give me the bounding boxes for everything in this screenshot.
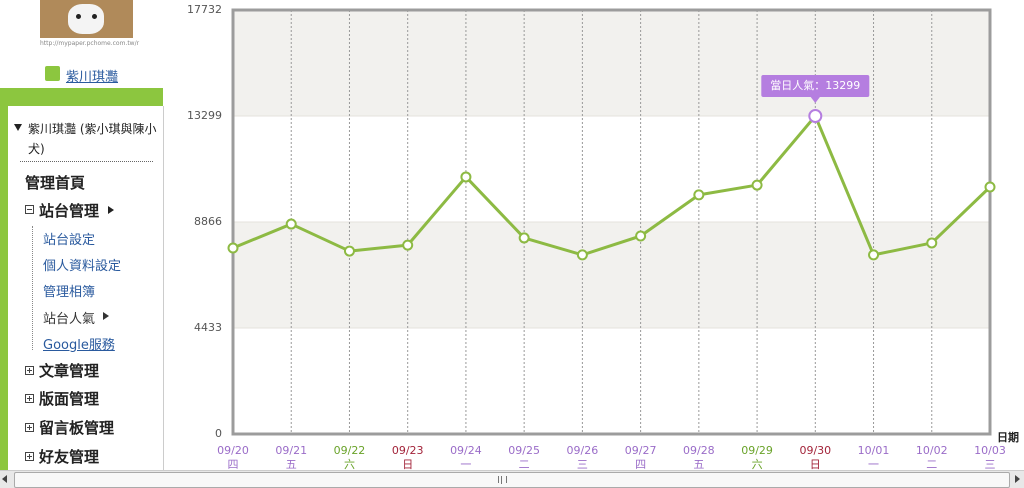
submenu-link[interactable]: 站台人氣 [43, 312, 96, 327]
y-tick-label: 8866 [194, 215, 222, 228]
x-tick-label: 09/22 [334, 444, 366, 457]
point [635, 230, 647, 242]
blog-title[interactable]: 紫川琪灩 (紫小琪與陳小犬) [28, 122, 157, 156]
menu-item[interactable]: 管理首頁 [25, 174, 86, 192]
tooltip-label: 當日人氣： [770, 78, 825, 92]
point [343, 245, 355, 257]
point [751, 179, 763, 191]
scroll-thumb[interactable] [14, 472, 1010, 488]
weekday-label: 一 [868, 458, 879, 470]
point [868, 249, 880, 261]
weekday-label: 日 [402, 458, 413, 470]
weekday-label: 二 [926, 458, 937, 470]
tooltip-arrow [810, 96, 821, 103]
weekday-label: 六 [752, 458, 763, 470]
point [576, 249, 588, 261]
weekday-label: 四 [635, 458, 646, 470]
weekday-label: 五 [693, 458, 704, 470]
point [926, 237, 938, 249]
chart: 044338866132991773209/20四09/21五09/22六09/… [187, 3, 1019, 470]
x-tick-label: 09/27 [625, 444, 657, 457]
plot-frame [231, 8, 992, 436]
collapse-icon[interactable] [25, 205, 34, 214]
user-icon [45, 66, 60, 81]
x-tick-label: 09/26 [567, 444, 599, 457]
submenu-link[interactable]: 個人資料設定 [43, 259, 122, 274]
series-line [232, 114, 992, 257]
x-tick-label: 09/30 [799, 444, 831, 457]
x-tick-label: 10/02 [916, 444, 948, 457]
point [693, 189, 705, 201]
x-tick-label: 09/24 [450, 444, 482, 457]
x-tick-label: 10/01 [858, 444, 890, 457]
point [460, 171, 472, 183]
expand-icon[interactable] [25, 452, 34, 461]
scroll-left[interactable] [2, 475, 7, 483]
x-tick-label: 09/29 [741, 444, 773, 457]
submenu-link[interactable]: 管理相簿 [43, 285, 96, 300]
weekday-label: 四 [228, 458, 239, 470]
weekday-label: 三 [985, 458, 996, 470]
weekday-label: 日 [810, 458, 821, 470]
expand-icon[interactable] [25, 423, 34, 432]
menu-item[interactable]: 好友管理 [39, 448, 100, 466]
left-strip [0, 88, 8, 470]
y-tick-label: 4433 [194, 321, 222, 334]
x-tick-label: 10/03 [974, 444, 1006, 457]
expand-icon[interactable] [25, 366, 34, 375]
y-tick-label: 17732 [187, 3, 222, 16]
menu-item[interactable]: 版面管理 [39, 390, 100, 408]
y-tick-label: 0 [215, 427, 222, 440]
sidebar: http://mypaper.pchome.com.tw/r 紫川琪灩 紫川琪灩… [0, 0, 165, 470]
point [402, 239, 414, 251]
submenu-link[interactable]: 站台設定 [43, 233, 96, 248]
point [518, 232, 530, 244]
tooltip-box [761, 75, 870, 97]
tooltip: 當日人氣：13299 [761, 75, 870, 103]
menu-item[interactable]: 站台管理 [39, 202, 100, 220]
horizontal-scrollbar[interactable] [0, 470, 1024, 488]
grid-band [233, 10, 990, 116]
avatar[interactable] [40, 0, 133, 38]
weekday-label: 五 [286, 458, 297, 470]
point [285, 218, 297, 230]
weekday-label: 二 [519, 458, 530, 470]
header-bar [0, 88, 163, 106]
x-tick-label: 09/23 [392, 444, 424, 457]
point [984, 181, 996, 193]
x-tick-label: 09/20 [217, 444, 249, 457]
menu-item[interactable]: 留言板管理 [39, 419, 115, 437]
x-tick-label: 09/28 [683, 444, 715, 457]
x-tick-label: 09/21 [275, 444, 307, 457]
weekday-label: 六 [344, 458, 355, 470]
x-tick-label: 09/25 [508, 444, 540, 457]
highlight-point [808, 109, 823, 123]
weekday-label: 一 [460, 458, 471, 470]
weekday-label: 三 [577, 458, 588, 470]
grid-band [233, 222, 990, 328]
expand-icon[interactable] [25, 394, 34, 403]
menu-item[interactable]: 文章管理 [39, 362, 100, 380]
y-tick-label: 13299 [187, 109, 222, 122]
user-link[interactable]: 紫川琪灩 [66, 70, 119, 85]
image-caption: http://mypaper.pchome.com.tw/r [40, 40, 140, 47]
x-axis-label: 日期 [997, 430, 1019, 444]
tooltip-value: 13299 [825, 79, 860, 92]
point [227, 242, 239, 254]
submenu-link[interactable]: Google服務 [43, 338, 115, 353]
scroll-right[interactable] [1015, 475, 1020, 483]
tooltip-text: 當日人氣：13299 [770, 78, 860, 92]
